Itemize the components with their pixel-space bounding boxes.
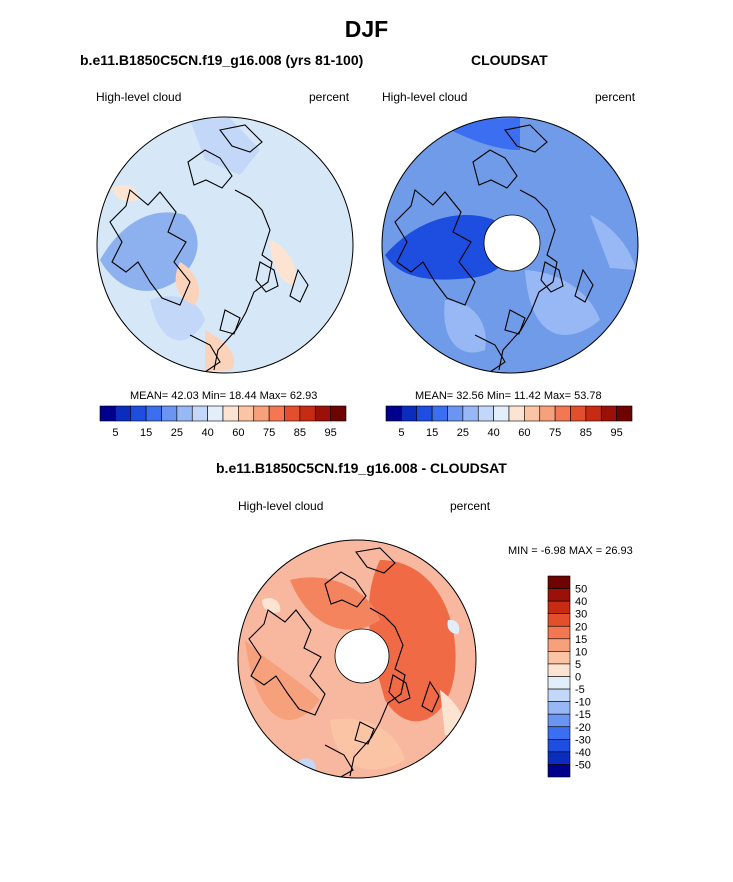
colorbar-model-tick-label: 40	[202, 427, 214, 439]
colorbar-diff-swatch	[547, 751, 571, 765]
colorbar-diff-tick-label: 40	[575, 596, 587, 608]
colorbar-obs-tick-label: 60	[518, 427, 530, 439]
colorbar-obs-swatch	[416, 405, 433, 422]
map-model	[96, 116, 354, 374]
panel-title-diff: b.e11.B1850C5CN.f19_g16.008 - CLOUDSAT	[216, 460, 507, 476]
map-diff	[237, 539, 477, 779]
colorbar-obs-tick-label: 75	[549, 427, 561, 439]
colorbar-diff-tick-label: 0	[575, 672, 581, 684]
colorbar-diff-tick-label: 50	[575, 584, 587, 596]
colorbar-model: 5 15 25 40 60 75 85 95	[99, 405, 347, 439]
colorbar-model-swatch	[161, 405, 178, 422]
colorbar-obs-tick-label: 25	[457, 427, 469, 439]
stats-diff: MIN = -6.98 MAX = 26.93	[508, 545, 633, 557]
variable-label-diff: High-level cloud	[238, 499, 324, 513]
colorbar-model-tick-label: 85	[294, 427, 306, 439]
colorbar-diff-swatch	[547, 688, 571, 702]
colorbar-model-swatch	[330, 405, 347, 422]
map-obs	[381, 116, 639, 374]
units-label-diff: percent	[450, 499, 491, 513]
colorbar-diff-tick-label: -20	[575, 722, 591, 734]
colorbar-obs-swatch	[570, 405, 587, 422]
colorbar-diff-tick-label: 5	[575, 659, 581, 671]
colorbar-obs-swatch	[431, 405, 448, 422]
colorbar-model-tick-label: 5	[112, 427, 118, 439]
variable-label-model: High-level cloud	[96, 90, 182, 104]
colorbar-diff-swatch	[547, 638, 571, 652]
colorbar-diff-swatch	[547, 726, 571, 740]
colorbar-model-tick-label: 75	[263, 427, 275, 439]
colorbar-obs-tick-label: 85	[580, 427, 592, 439]
colorbar-model-swatch	[145, 405, 162, 422]
colorbar-diff-tick-label: -40	[575, 747, 591, 759]
colorbar-diff-swatch	[547, 676, 571, 690]
colorbar-model-swatch	[222, 405, 239, 422]
colorbar-obs-swatch	[585, 405, 602, 422]
colorbar-model-tick-label: 25	[171, 427, 183, 439]
colorbar-diff-tick-label: -10	[575, 697, 591, 709]
colorbar-model-swatch	[253, 405, 270, 422]
colorbar-diff-swatch	[547, 613, 571, 627]
colorbar-obs-swatch	[385, 405, 402, 422]
colorbar-model-swatch	[130, 405, 147, 422]
colorbar-obs-swatch	[401, 405, 418, 422]
colorbar-diff-swatch	[547, 701, 571, 715]
colorbar-diff-tick-label: -5	[575, 684, 585, 696]
colorbar-obs-swatch	[508, 405, 525, 422]
colorbar-model-swatch	[268, 405, 285, 422]
panel-title-model: b.e11.B1850C5CN.f19_g16.008 (yrs 81-100)	[80, 52, 364, 68]
colorbar-model-tick-label: 60	[232, 427, 244, 439]
colorbar-model-swatch	[191, 405, 208, 422]
colorbar-diff-tick-label: -50	[575, 759, 591, 771]
panel-title-obs: CLOUDSAT	[471, 52, 548, 68]
colorbar-model-swatch	[284, 405, 301, 422]
colorbar-obs-swatch	[600, 405, 617, 422]
units-label-obs: percent	[595, 90, 636, 104]
colorbar-obs-swatch	[462, 405, 479, 422]
colorbar-obs: 5 15 25 40 60 75 85 95	[385, 405, 633, 439]
colorbar-obs-tick-label: 15	[426, 427, 438, 439]
colorbar-obs-swatch	[477, 405, 494, 422]
colorbar-obs-tick-label: 95	[611, 427, 623, 439]
colorbar-diff-swatch	[547, 764, 571, 778]
colorbar-diff-swatch	[547, 625, 571, 640]
colorbar-model-swatch	[176, 405, 193, 422]
colorbar-model-tick-label: 15	[140, 427, 152, 439]
colorbar-diff-swatch	[547, 575, 571, 589]
colorbar-model-swatch	[115, 405, 132, 422]
colorbar-obs-swatch	[447, 405, 464, 422]
colorbar-model-swatch	[314, 405, 331, 422]
colorbar-diff-swatch	[547, 651, 571, 665]
colorbar-diff-tick-label: 20	[575, 621, 587, 633]
colorbar-model-tick-label: 95	[325, 427, 337, 439]
colorbar-diff-swatch	[547, 600, 571, 614]
colorbar-diff-tick-label: 15	[575, 634, 587, 646]
colorbar-diff-swatch	[547, 739, 571, 753]
colorbar-obs-tick-label: 40	[488, 427, 500, 439]
colorbar-diff-swatch	[547, 663, 571, 677]
colorbar-obs-tick-label: 5	[398, 427, 404, 439]
colorbar-obs-swatch	[493, 405, 510, 422]
colorbar-obs-swatch	[539, 405, 556, 422]
colorbar-model-swatch	[99, 405, 116, 422]
colorbar-diff-swatch	[547, 713, 571, 728]
colorbar-diff-tick-label: -30	[575, 734, 591, 746]
colorbar-model-swatch	[238, 405, 255, 422]
page-title: DJF	[344, 16, 389, 42]
colorbar-diff-tick-label: 30	[575, 609, 587, 621]
colorbar-obs-swatch	[616, 405, 633, 422]
colorbar-model-swatch	[207, 405, 224, 422]
stats-model: MEAN= 42.03 Min= 18.44 Max= 62.93	[130, 390, 318, 402]
units-label-model: percent	[309, 90, 350, 104]
colorbar-diff-tick-label: 10	[575, 646, 587, 658]
colorbar-model-swatch	[299, 405, 316, 422]
colorbar-diff-swatch	[547, 588, 571, 602]
colorbar-obs-swatch	[524, 405, 541, 422]
variable-label-obs: High-level cloud	[382, 90, 468, 104]
colorbar-diff-tick-label: -15	[575, 709, 591, 721]
stats-obs: MEAN= 32.56 Min= 11.42 Max= 53.78	[415, 390, 602, 402]
colorbar-obs-swatch	[554, 405, 571, 422]
